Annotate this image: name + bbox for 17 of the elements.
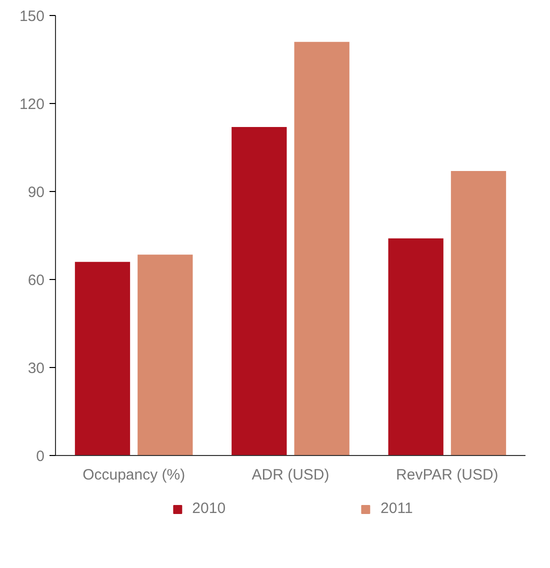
bar [138, 254, 193, 456]
y-tick-label: 0 [36, 448, 44, 465]
bar [74, 262, 130, 456]
legend-label: 2010 [192, 500, 226, 517]
y-tick-label: 30 [28, 360, 45, 377]
bar [294, 42, 350, 456]
bar [388, 238, 444, 456]
x-tick-label: Occupancy (%) [82, 466, 186, 484]
bar [450, 170, 506, 456]
y-tick-label: 120 [19, 96, 45, 113]
y-tick-label: 150 [19, 8, 45, 25]
y-tick-label: 60 [28, 272, 45, 289]
y-tick-label: 90 [28, 184, 45, 201]
x-tick-label: ADR (USD) [252, 466, 330, 484]
bar [232, 126, 287, 456]
x-tick-label: RevPAR (USD) [396, 466, 498, 484]
legend-label: 2011 [380, 500, 413, 517]
